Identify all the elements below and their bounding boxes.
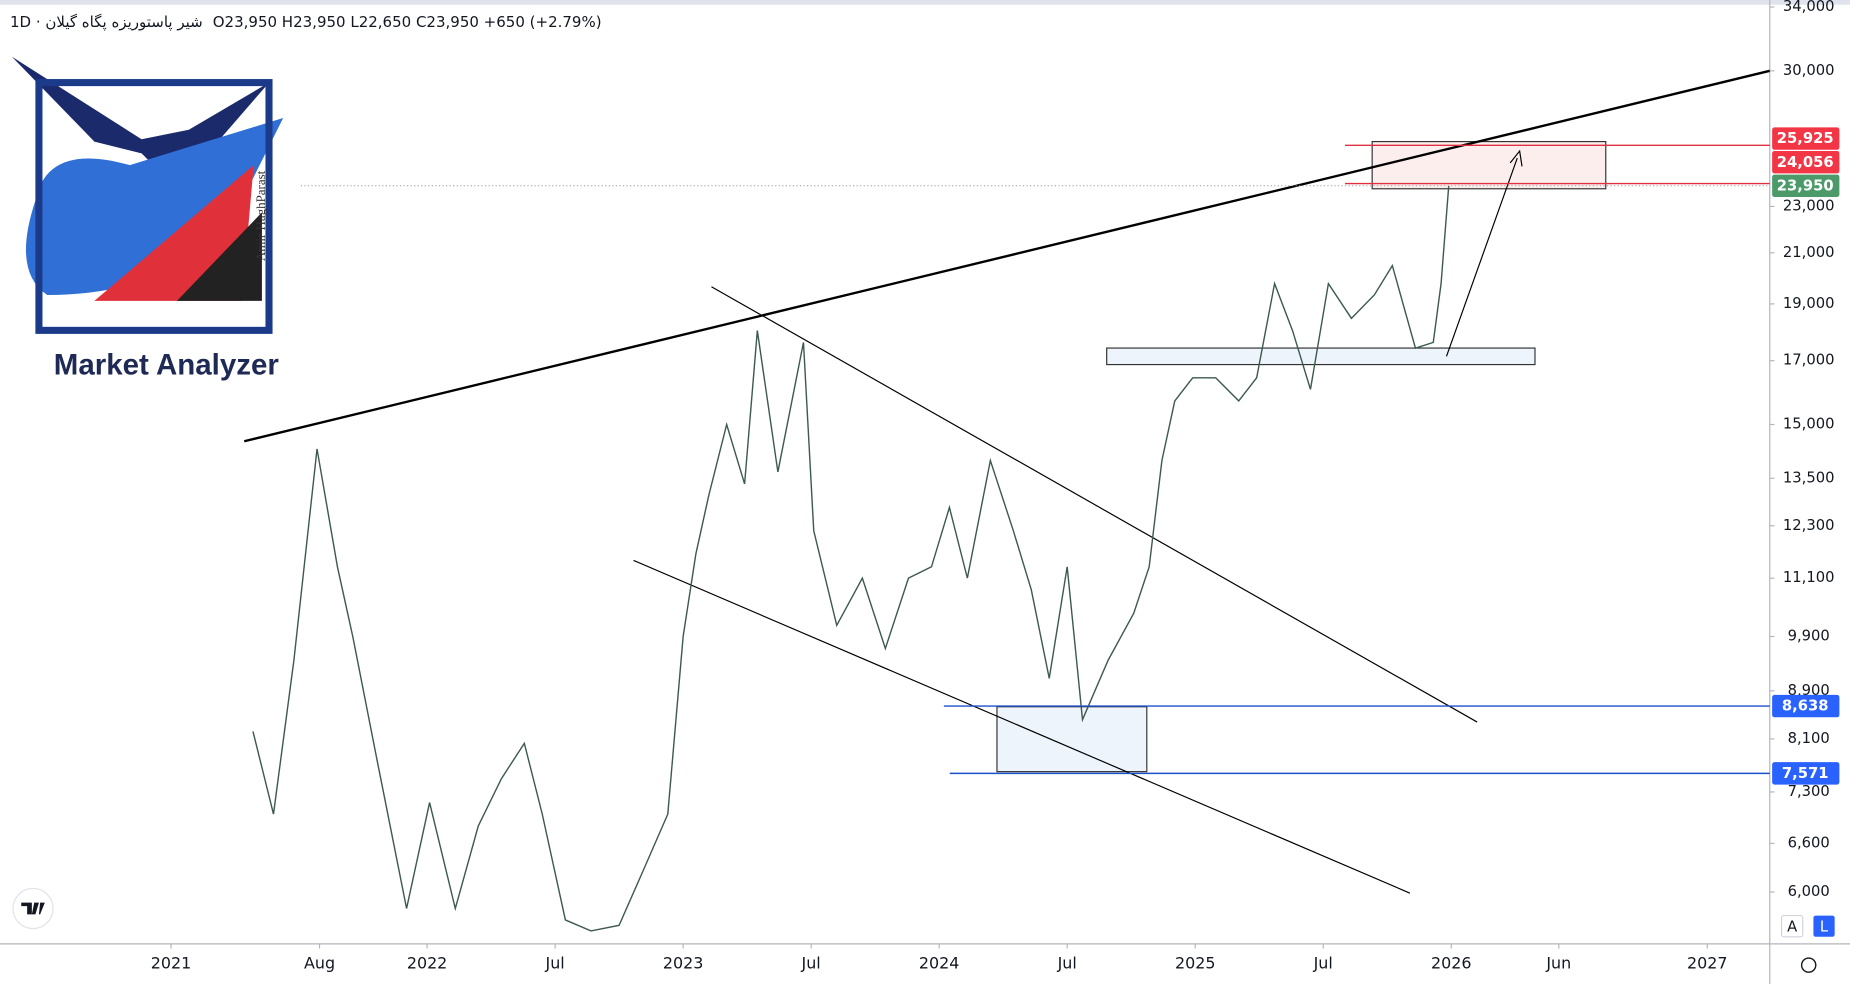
x-tick-label: 2027 — [1687, 953, 1727, 972]
log-button[interactable] — [1813, 915, 1835, 937]
y-tick-label: 6,000 — [1788, 883, 1830, 900]
trend-line — [243, 69, 1771, 443]
x-tick-label: 2023 — [663, 953, 703, 972]
symbol-header: شير پاستوريزه پگاه گيلان · 1D O23,950 H23… — [10, 13, 612, 31]
x-tick-label: 2026 — [1431, 953, 1471, 972]
symbol-title: شير پاستوريزه پگاه گيلان · 1D — [10, 13, 203, 31]
target-zone — [1371, 140, 1607, 190]
price-level-badge — [1772, 694, 1840, 718]
support-zone — [1106, 347, 1536, 366]
price-level-badge — [1772, 762, 1840, 785]
logo-swoosh — [25, 117, 284, 295]
y-tick-label: 19,000 — [1783, 295, 1835, 312]
auto-button[interactable] — [1780, 914, 1804, 938]
price-level-label: 7,571 — [1782, 765, 1829, 782]
price-level-badge — [1772, 150, 1840, 174]
x-tick-label: Aug — [304, 953, 335, 972]
x-tick-label: Jul — [1057, 953, 1077, 972]
top-bar — [0, 0, 1850, 5]
y-tick-label: 8,900 — [1788, 682, 1830, 699]
y-tick-label: 17,000 — [1783, 352, 1835, 369]
log-button-label[interactable]: L — [1820, 918, 1829, 935]
demand-zone — [996, 706, 1148, 773]
logo-frame — [35, 79, 273, 334]
y-tick-label: 15,000 — [1783, 416, 1835, 433]
y-tick-label: 7,300 — [1788, 783, 1830, 800]
price-level-badge — [1772, 127, 1840, 150]
arrow — [1445, 157, 1518, 357]
arrow-head — [1509, 149, 1523, 167]
price-level-label: 25,925 — [1777, 130, 1834, 147]
x-tick-label: Jul — [801, 953, 821, 972]
price-line — [252, 185, 1450, 932]
settings-icon[interactable] — [1800, 957, 1817, 973]
y-tick-label: 6,600 — [1788, 834, 1830, 851]
drawings — [243, 69, 1771, 894]
auto-button-label[interactable]: A — [1787, 918, 1797, 935]
x-tick-label: Jun — [1545, 953, 1571, 972]
x-tick-label: Jul — [545, 953, 565, 972]
price-level-badge — [1772, 174, 1840, 197]
y-tick-label: 13,500 — [1783, 469, 1835, 486]
x-tick-label: Jul — [1313, 953, 1333, 972]
y-tick-label: 12,300 — [1783, 517, 1835, 534]
tv-logo — [12, 887, 54, 930]
x-tick-label: 2024 — [919, 953, 959, 972]
y-tick-label: 21,000 — [1783, 244, 1835, 261]
ohlc: O23,950 H23,950 L22,650 C23,950 +650 (+2… — [212, 13, 602, 31]
price-level-label: 23,950 — [1777, 177, 1834, 194]
y-tick-label: 30,000 — [1783, 62, 1835, 79]
price-level-label: 8,638 — [1782, 698, 1829, 715]
trend-line — [633, 559, 1411, 894]
logo-subtitle: Amir HaghParast — [253, 170, 268, 261]
logo: Market Analyzer Amir HaghParast — [11, 56, 284, 382]
price-level-label: 24,056 — [1777, 154, 1834, 171]
y-tick-label: 11,100 — [1783, 569, 1835, 586]
y-tick-label: 8,100 — [1788, 730, 1830, 747]
x-tick-label: 2022 — [407, 953, 447, 972]
y-tick-label: 9,900 — [1788, 628, 1830, 645]
logo-title: Market Analyzer — [54, 349, 280, 382]
trend-line — [711, 286, 1478, 723]
x-tick-label: 2025 — [1175, 953, 1215, 972]
tv-mark — [21, 902, 45, 915]
y-tick-label: 34,000 — [1783, 0, 1835, 15]
y-tick-label: 23,000 — [1783, 197, 1835, 214]
x-tick-label: 2021 — [151, 953, 191, 972]
